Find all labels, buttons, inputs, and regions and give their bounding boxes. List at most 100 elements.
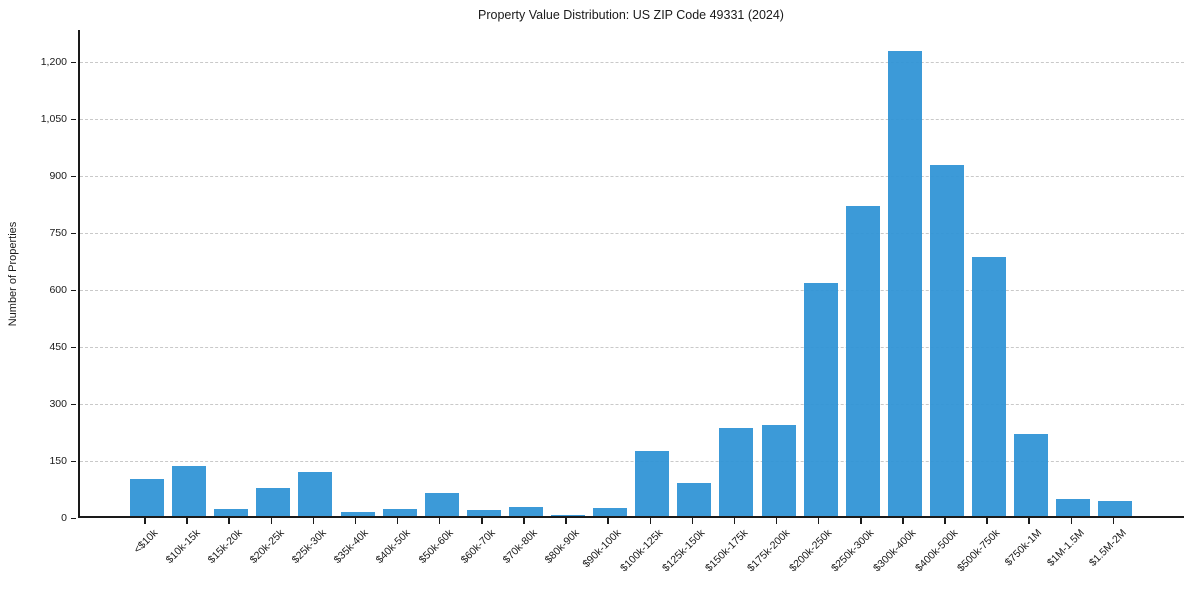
bar-12 bbox=[593, 507, 628, 516]
x-tick-label: $35k-40k bbox=[331, 527, 371, 567]
x-tick-label: $1.5M-2M bbox=[1086, 527, 1129, 569]
bar-11 bbox=[551, 514, 585, 516]
gridline-750 bbox=[80, 233, 1184, 234]
x-tick-label: $80k-90k bbox=[542, 527, 582, 567]
x-axis-tick bbox=[1028, 518, 1030, 524]
gridline-300 bbox=[80, 404, 1184, 405]
y-tick-label: 0 bbox=[61, 512, 67, 524]
x-axis-tick bbox=[733, 518, 736, 524]
x-axis-tick bbox=[186, 518, 188, 524]
x-tick-label: $60k-70k bbox=[458, 527, 498, 567]
x-tick-label: $750k-1M bbox=[1003, 527, 1045, 569]
x-tick-label: $400k-500k bbox=[913, 527, 961, 575]
bar-8 bbox=[424, 493, 459, 516]
x-axis-tick bbox=[270, 518, 273, 524]
bar-13 bbox=[635, 450, 670, 516]
bar-16 bbox=[761, 424, 796, 516]
x-tick-label: $500k-750k bbox=[955, 527, 1003, 575]
bar-3 bbox=[214, 508, 249, 516]
bar-2 bbox=[172, 465, 207, 516]
x-axis-tick bbox=[144, 518, 146, 524]
y-axis-tick bbox=[71, 346, 76, 348]
x-tick-label: $300k-400k bbox=[871, 527, 919, 575]
bar-4 bbox=[256, 487, 291, 516]
plot-area bbox=[78, 30, 1184, 518]
y-tick-label: 600 bbox=[49, 284, 67, 296]
gridline-150 bbox=[80, 461, 1184, 462]
x-axis-tick bbox=[354, 518, 357, 524]
y-tick-label: 1,050 bbox=[40, 113, 67, 125]
x-tick-label: $70k-80k bbox=[500, 527, 540, 567]
bar-24 bbox=[1098, 501, 1133, 516]
x-tick-label: $175k-200k bbox=[744, 527, 792, 575]
x-axis-tick bbox=[565, 518, 567, 524]
x-tick-label: <$10k bbox=[131, 527, 161, 556]
x-axis-tick bbox=[523, 518, 525, 524]
bar-17 bbox=[803, 283, 838, 516]
x-tick-label: $90k-100k bbox=[580, 527, 624, 571]
y-axis-tick bbox=[71, 460, 76, 462]
x-tick-label: $150k-175k bbox=[702, 527, 750, 575]
x-tick-label: $15k-20k bbox=[205, 527, 245, 567]
y-tick-label: 450 bbox=[49, 341, 67, 353]
y-tick-label: 300 bbox=[49, 398, 67, 410]
bar-21 bbox=[972, 256, 1006, 516]
y-axis-tick bbox=[71, 232, 76, 234]
y-axis-tick bbox=[71, 289, 76, 291]
x-axis-tick bbox=[481, 518, 483, 524]
y-tick-label: 900 bbox=[49, 170, 67, 182]
bar-10 bbox=[508, 506, 543, 516]
x-tick-label: $25k-30k bbox=[289, 527, 329, 567]
gridline-450 bbox=[80, 347, 1184, 348]
x-axis-tick bbox=[817, 518, 820, 524]
bar-6 bbox=[340, 511, 375, 516]
x-axis-tick bbox=[438, 518, 441, 524]
y-axis-tick bbox=[71, 175, 76, 177]
x-tick-label: $10k-15k bbox=[163, 527, 203, 567]
x-tick-label: $1M-1.5M bbox=[1044, 527, 1087, 569]
bar-14 bbox=[677, 482, 712, 516]
bar-9 bbox=[466, 509, 501, 516]
y-axis-tick bbox=[71, 118, 76, 120]
x-tick-label: $250k-300k bbox=[828, 527, 877, 575]
x-axis-tick bbox=[944, 518, 946, 524]
bar-20 bbox=[929, 164, 964, 516]
y-tick-label: 1,200 bbox=[40, 56, 67, 68]
bar-22 bbox=[1014, 433, 1049, 516]
x-axis-tick bbox=[312, 518, 315, 524]
bar-18 bbox=[845, 206, 880, 516]
x-tick-label: $125k-150k bbox=[660, 527, 708, 575]
y-axis-tick bbox=[71, 403, 76, 405]
x-axis-tick bbox=[902, 518, 904, 524]
gridline-900 bbox=[80, 176, 1184, 177]
x-axis-tick bbox=[986, 518, 988, 524]
y-tick-label: 750 bbox=[49, 227, 67, 239]
bar-5 bbox=[298, 471, 333, 516]
x-axis-tick bbox=[607, 518, 609, 524]
y-tick-label: 150 bbox=[49, 455, 67, 467]
x-axis-tick bbox=[396, 518, 399, 524]
x-axis-tick bbox=[691, 518, 694, 524]
x-axis-tick bbox=[775, 518, 778, 524]
bar-7 bbox=[382, 508, 417, 516]
x-tick-label: $20k-25k bbox=[247, 527, 287, 567]
x-axis-tick bbox=[1112, 518, 1115, 524]
bar-1 bbox=[130, 479, 164, 516]
x-tick-label: $40k-50k bbox=[374, 527, 414, 567]
gridline-1,050 bbox=[80, 119, 1184, 120]
gridline-1,200 bbox=[80, 62, 1184, 63]
y-axis-tick bbox=[71, 61, 76, 63]
x-axis-tick bbox=[228, 518, 230, 524]
x-axis-tick bbox=[649, 518, 651, 524]
x-tick-label: $200k-250k bbox=[786, 527, 835, 575]
bar-23 bbox=[1056, 498, 1091, 516]
chart-title: Property Value Distribution: US ZIP Code… bbox=[478, 8, 784, 22]
x-tick-label: $50k-60k bbox=[416, 527, 456, 567]
x-tick-label: $100k-125k bbox=[618, 527, 666, 575]
gridline-600 bbox=[80, 290, 1184, 291]
bar-19 bbox=[887, 50, 922, 516]
bar-15 bbox=[719, 427, 754, 516]
x-axis-tick bbox=[860, 518, 862, 524]
y-axis-tick bbox=[71, 517, 76, 519]
